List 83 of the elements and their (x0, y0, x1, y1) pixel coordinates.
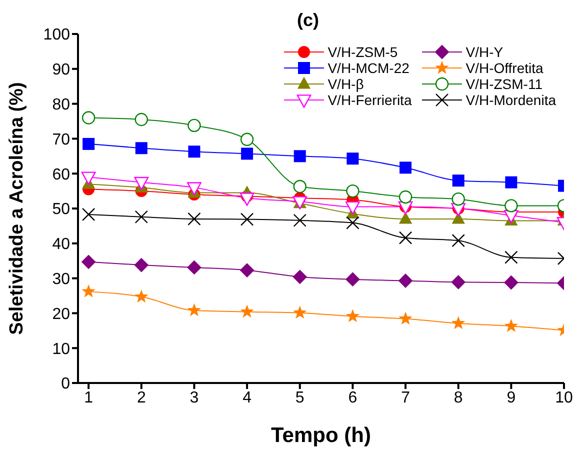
point (398, 274, 413, 288)
point (292, 270, 308, 284)
x-tick-label: 7 (401, 389, 410, 406)
point (82, 208, 96, 222)
x-tick-label: 1 (84, 389, 94, 406)
point (346, 184, 360, 198)
point (134, 112, 148, 126)
point (187, 182, 202, 196)
point (345, 201, 360, 215)
legend-label: V/H-Ferrierita (328, 92, 412, 108)
point (187, 303, 202, 316)
point (134, 258, 149, 272)
point (241, 148, 254, 160)
point (398, 212, 412, 224)
point (452, 316, 466, 330)
point (188, 146, 200, 158)
point (504, 275, 518, 290)
point (345, 272, 360, 287)
point (188, 212, 201, 226)
legend-label: V/H-Y (466, 44, 504, 60)
legend-label: V/H-ZSM-5 (328, 44, 398, 60)
chart-title: (c) (297, 10, 320, 30)
x-tick-label: 3 (190, 389, 199, 406)
point (346, 152, 359, 165)
point (452, 234, 465, 248)
point (240, 132, 254, 146)
x-tick-label: 4 (242, 389, 252, 406)
point (135, 142, 148, 154)
point (240, 192, 254, 206)
point (240, 212, 254, 226)
y-tick-label: 50 (52, 201, 70, 218)
point (398, 231, 412, 244)
point (398, 190, 412, 204)
point (398, 312, 412, 325)
legend-label: V/H-Offretita (466, 60, 544, 76)
point (134, 290, 148, 303)
point (504, 199, 518, 212)
point (82, 111, 96, 124)
point (346, 216, 360, 230)
point (134, 210, 148, 224)
x-axis-title: Tempo (h) (271, 424, 371, 447)
point (505, 176, 518, 188)
point (452, 174, 464, 187)
x-tick-label: 6 (348, 389, 358, 406)
point (293, 180, 306, 194)
x-tick-label: 8 (454, 389, 463, 406)
point (134, 176, 149, 190)
y-tick-label: 90 (52, 62, 70, 79)
point (240, 263, 254, 278)
point (293, 214, 306, 227)
y-tick-label: 60 (52, 166, 70, 184)
point (293, 306, 307, 319)
point (188, 118, 201, 132)
point (82, 284, 96, 298)
y-tick-label: 10 (52, 340, 70, 358)
point (82, 138, 95, 150)
point (400, 162, 412, 174)
point (504, 250, 518, 264)
y-tick-label: 100 (43, 26, 70, 44)
point (504, 318, 518, 332)
point (240, 304, 254, 318)
point (294, 150, 306, 162)
point (81, 172, 96, 185)
y-tick-label: 30 (52, 270, 70, 288)
y-tick-label: 20 (52, 306, 70, 323)
legend-label: V/H-β (328, 76, 364, 92)
legend-label: V/H-ZSM-11 (466, 76, 542, 92)
y-tick-label: 0 (61, 376, 70, 393)
x-tick-label: 10 (555, 389, 573, 406)
point (187, 260, 202, 275)
legend-label: V/H-MCM-22 (328, 60, 410, 76)
y-tick-label: 40 (52, 236, 70, 254)
point (452, 192, 465, 206)
x-tick-label: 9 (506, 389, 516, 406)
legend-label: V/H-Mordenita (466, 92, 556, 108)
y-axis-title: Seletividade a Acroleína (%) (6, 82, 28, 335)
x-tick-label: 5 (295, 389, 304, 406)
point (81, 254, 96, 270)
point (346, 309, 360, 322)
y-tick-label: 80 (52, 96, 70, 114)
x-tick-label: 2 (136, 389, 146, 406)
point (451, 274, 466, 290)
y-tick-label: 70 (52, 131, 70, 148)
